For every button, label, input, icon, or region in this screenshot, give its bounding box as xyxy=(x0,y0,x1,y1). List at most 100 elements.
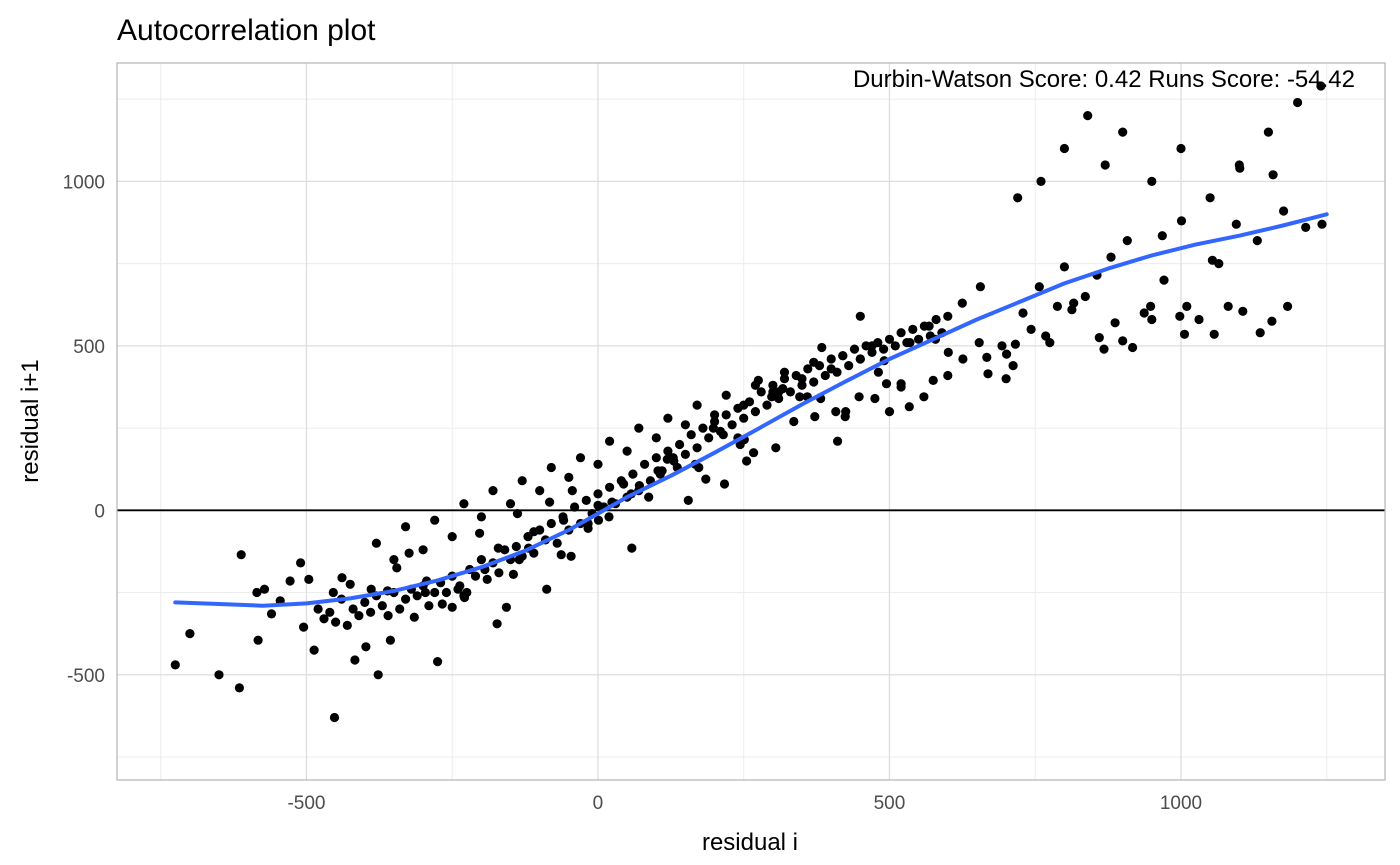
scatter-point xyxy=(983,369,993,379)
scatter-point xyxy=(715,426,726,436)
scatter-point xyxy=(762,400,772,410)
x-tick-label: 1000 xyxy=(1160,793,1202,814)
scatter-point xyxy=(252,587,262,598)
scatter-point xyxy=(719,479,730,489)
scatter-point xyxy=(556,550,566,560)
scatter-point xyxy=(928,375,938,385)
scatter-point xyxy=(511,541,521,552)
x-axis-title: residual i xyxy=(702,829,798,856)
x-tick-label: 0 xyxy=(593,793,604,814)
scatter-point xyxy=(1157,231,1167,241)
scatter-point xyxy=(644,492,654,502)
scatter-point xyxy=(849,344,860,354)
scatter-point xyxy=(500,545,510,555)
scatter-point xyxy=(575,453,586,463)
scatter-point xyxy=(982,352,992,362)
scatter-point xyxy=(604,512,614,522)
scatter-point xyxy=(1083,111,1093,121)
scatter-point xyxy=(1231,219,1241,229)
scatter-point xyxy=(593,515,604,525)
scatter-point xyxy=(373,670,383,680)
scatter-point xyxy=(795,392,805,402)
scatter-point xyxy=(299,622,309,632)
scatter-point xyxy=(628,469,638,479)
scatter-point xyxy=(768,387,778,397)
scatter-point xyxy=(505,499,516,509)
scatter-point xyxy=(259,584,270,594)
scatter-point xyxy=(253,635,263,645)
scatter-point xyxy=(459,591,469,601)
scatter-point xyxy=(1205,193,1215,203)
scatter-point xyxy=(1080,291,1090,302)
scatter-point xyxy=(1118,127,1128,137)
scatter-point xyxy=(545,497,555,507)
x-tick-labels: -500 0 500 1000 xyxy=(287,793,1202,814)
scatter-point xyxy=(285,576,295,586)
scatter-point xyxy=(919,392,929,402)
scatter-point xyxy=(1122,236,1132,246)
scatter-point xyxy=(867,347,877,357)
scatter-point xyxy=(873,367,884,377)
scatter-point xyxy=(482,574,492,585)
scatter-point xyxy=(1100,160,1110,170)
scatter-point xyxy=(605,436,615,446)
scatter-point xyxy=(345,579,355,589)
scatter-point xyxy=(331,617,341,627)
scatter-point xyxy=(1147,314,1157,325)
scatter-point xyxy=(447,602,457,612)
y-axis-title: residual i+1 xyxy=(17,359,44,482)
scatter-point xyxy=(1008,361,1018,371)
scatter-point xyxy=(1010,339,1021,349)
scatter-point xyxy=(430,515,440,525)
scatter-point xyxy=(651,433,661,443)
scatter-point xyxy=(750,380,761,390)
scatter-point xyxy=(1255,328,1265,338)
scatter-point xyxy=(774,393,784,404)
scatter-point xyxy=(838,351,848,361)
scatter-point xyxy=(739,413,749,423)
scatter-point xyxy=(1059,262,1069,272)
scatter-point xyxy=(453,584,463,594)
scatter-point xyxy=(437,599,447,609)
scatter-point xyxy=(943,311,953,321)
scatter-point xyxy=(266,609,277,619)
scatter-point xyxy=(564,472,574,482)
scatter-point xyxy=(570,502,580,512)
scatter-point xyxy=(1279,206,1289,216)
scatter-point xyxy=(1209,329,1219,339)
scatter-point xyxy=(234,683,244,693)
scatter-point xyxy=(1182,301,1192,311)
scatter-point xyxy=(512,508,523,519)
scatter-point xyxy=(1317,219,1327,229)
scatter-point xyxy=(566,551,576,561)
scatter-point xyxy=(692,443,702,453)
scatter-point xyxy=(1026,324,1036,334)
scatter-point xyxy=(1002,349,1012,359)
scatter-point xyxy=(1139,308,1149,318)
scatter-point xyxy=(1301,222,1311,232)
scatter-point xyxy=(319,614,329,624)
scatter-point xyxy=(1267,316,1277,326)
scatter-point xyxy=(185,629,195,639)
scatter-point xyxy=(826,364,836,374)
scatter-point xyxy=(401,594,411,604)
scatter-point xyxy=(546,518,556,529)
scatter-point xyxy=(919,321,930,331)
scatter-point xyxy=(785,387,796,397)
scatter-point xyxy=(1099,344,1109,354)
scatter-point xyxy=(412,591,422,601)
scatter-point xyxy=(797,380,807,390)
scatter-point xyxy=(523,532,533,542)
scatter-point xyxy=(627,543,637,553)
scatter-point xyxy=(1194,314,1204,325)
scatter-point xyxy=(542,584,552,594)
scatter-point xyxy=(1041,331,1051,341)
scatter-point xyxy=(651,453,661,463)
scatter-point xyxy=(739,400,749,410)
scatter-point xyxy=(779,367,790,377)
scatter-point xyxy=(1252,236,1262,246)
scatter-point xyxy=(810,412,820,422)
scatter-point xyxy=(1146,301,1156,311)
